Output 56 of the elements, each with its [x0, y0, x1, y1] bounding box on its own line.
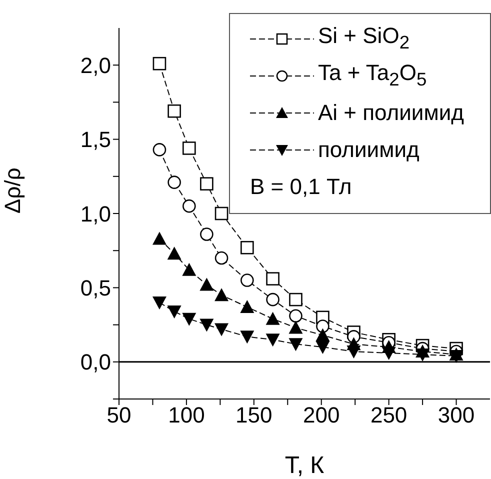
x-tick-label: 300	[438, 402, 475, 428]
point	[182, 142, 196, 155]
point	[200, 278, 214, 291]
point	[346, 346, 361, 359]
x-tick-label: 200	[303, 402, 340, 428]
point	[316, 320, 330, 333]
legend-label: полиимид	[318, 136, 420, 162]
y-tick-label: 1,0	[80, 201, 111, 226]
point	[266, 272, 280, 286]
point	[266, 334, 280, 347]
legend-label: Ai + полиимид	[318, 100, 464, 126]
point	[416, 348, 430, 362]
x-tick-label: 150	[236, 402, 272, 428]
point	[240, 330, 254, 344]
y-tick-label: 0,0	[80, 350, 111, 375]
point	[152, 296, 166, 310]
point	[182, 262, 196, 276]
y-axis-title: Δρ/ρ	[0, 168, 25, 214]
point	[200, 177, 214, 190]
point	[167, 246, 182, 260]
legend-label: Ta + Ta$_{2}$O$_{5}$	[318, 60, 427, 91]
point	[152, 56, 166, 70]
point	[240, 274, 254, 287]
point	[214, 323, 229, 336]
point	[316, 328, 330, 342]
point	[214, 288, 229, 302]
x-tick-label: 100	[168, 402, 205, 428]
point	[266, 292, 280, 306]
annotation: B = 0,1 Тл	[250, 172, 353, 200]
point	[200, 318, 214, 332]
y-tick-label: 0,5	[80, 276, 111, 301]
point	[266, 312, 280, 325]
point	[152, 143, 166, 156]
point	[382, 346, 396, 360]
point	[289, 309, 302, 323]
point	[289, 292, 302, 306]
point	[168, 176, 181, 189]
point	[182, 312, 196, 326]
point	[240, 300, 254, 313]
point	[200, 228, 214, 241]
point	[167, 305, 182, 318]
point	[214, 206, 228, 220]
point	[288, 320, 303, 334]
y-tick-label: 2,0	[80, 52, 111, 78]
point	[288, 338, 303, 352]
point	[168, 104, 181, 118]
point	[316, 341, 330, 354]
x-tick-label: 50	[106, 402, 132, 428]
point	[152, 232, 166, 245]
point	[182, 199, 196, 213]
point	[240, 240, 254, 254]
x-tick-label: 250	[370, 402, 408, 428]
legend-label: Si + SiO$_{2}$	[318, 23, 410, 54]
y-tick-label: 1,5	[80, 127, 111, 152]
x-axis-title: T, К	[284, 452, 324, 479]
point	[214, 251, 228, 265]
